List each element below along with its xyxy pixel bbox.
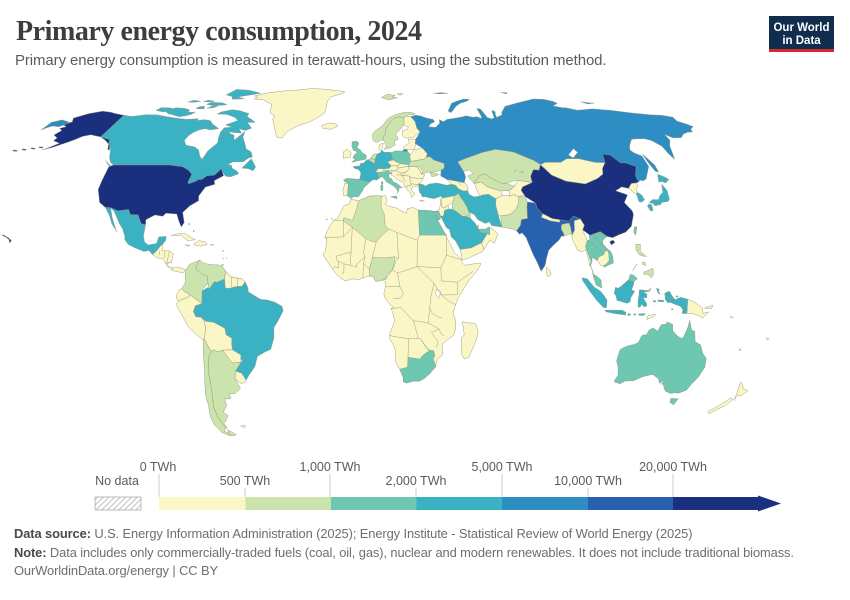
svg-text:500 TWh: 500 TWh	[220, 474, 271, 488]
svg-text:10,000 TWh: 10,000 TWh	[554, 474, 622, 488]
svg-text:0 TWh: 0 TWh	[140, 460, 177, 474]
svg-text:No data: No data	[95, 474, 139, 488]
svg-text:1,000 TWh: 1,000 TWh	[300, 460, 361, 474]
svg-text:2,000 TWh: 2,000 TWh	[386, 474, 447, 488]
svg-text:20,000 TWh: 20,000 TWh	[639, 460, 707, 474]
svg-text:5,000 TWh: 5,000 TWh	[472, 460, 533, 474]
